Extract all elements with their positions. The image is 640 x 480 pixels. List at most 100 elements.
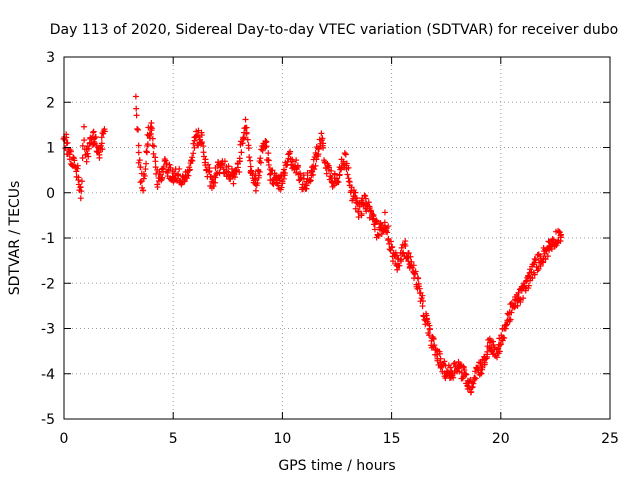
data-point [437,355,444,362]
data-point [297,170,304,177]
data-point [159,174,166,181]
data-point [525,282,532,289]
data-point [247,157,254,164]
data-point [81,137,88,144]
data-point [133,112,140,119]
data-point [470,380,477,387]
data-point [77,195,84,202]
data-point [517,299,524,306]
data-point [70,155,77,162]
data-point [142,166,149,173]
data-point [135,126,142,133]
data-point [361,192,368,199]
grid [64,57,610,419]
data-point [150,150,157,157]
data-point [163,160,170,167]
data-point [373,217,380,224]
data-point [141,172,148,179]
data-point [231,174,238,181]
data-point [79,142,86,149]
data-point [278,184,285,191]
data-point [134,125,141,132]
data-point [79,154,86,161]
data-point [280,175,287,182]
data-point [259,147,266,154]
y-axis-label: SDTVAR / TECUs [7,181,23,296]
data-point [385,223,392,230]
data-point [263,143,270,150]
data-point [195,127,202,134]
data-point [255,172,262,179]
data-point [198,132,205,139]
data-point [199,139,206,146]
data-point [149,142,156,149]
data-point [365,199,372,206]
data-points [60,93,565,396]
data-point [147,130,154,137]
data-point [202,156,209,163]
data-point [431,342,438,349]
data-point [419,298,426,305]
data-point [64,139,71,146]
data-point [310,171,317,178]
data-point [400,249,407,256]
data-point [136,157,143,164]
data-point [436,350,443,357]
x-tick-label: 20 [492,431,510,447]
data-point [300,172,307,179]
data-point [408,258,415,265]
data-point [153,170,160,177]
x-tick-label: 25 [601,431,619,447]
data-point [343,160,350,167]
data-point [319,135,326,142]
data-point [405,258,412,265]
data-point [185,172,192,179]
data-point [469,384,476,391]
data-point [323,170,330,177]
data-point [478,370,485,377]
data-point [248,168,255,175]
data-point [315,151,322,158]
data-point [212,174,219,181]
data-point [455,358,462,365]
data-point [85,153,92,160]
data-point [247,167,254,174]
data-point [281,172,288,179]
data-point [356,203,363,210]
data-point [430,343,437,350]
data-point [267,177,274,184]
data-point [447,364,454,371]
data-point [344,171,351,178]
data-point [243,124,250,131]
data-point [419,292,426,299]
y-tick-label: -2 [41,276,55,292]
data-point [345,164,352,171]
data-point [275,182,282,189]
data-point [501,335,508,342]
data-point [257,159,264,166]
data-point [374,232,381,239]
data-point [410,262,417,269]
data-point [135,149,142,156]
data-point [238,149,245,156]
data-point [451,360,458,367]
data-point [66,156,73,163]
data-point [371,226,378,233]
data-point [84,150,91,157]
data-point [471,376,478,383]
data-point [269,167,276,174]
data-point [213,171,220,178]
data-point [558,231,565,238]
data-point [312,162,319,169]
data-point [498,341,505,348]
data-point [393,252,400,259]
y-tick-label: 1 [46,141,55,157]
data-point [532,257,539,264]
data-point [289,158,296,165]
data-point [99,146,106,153]
data-point [78,178,85,185]
data-point [154,184,161,191]
data-point [236,169,243,176]
data-point [358,210,365,217]
